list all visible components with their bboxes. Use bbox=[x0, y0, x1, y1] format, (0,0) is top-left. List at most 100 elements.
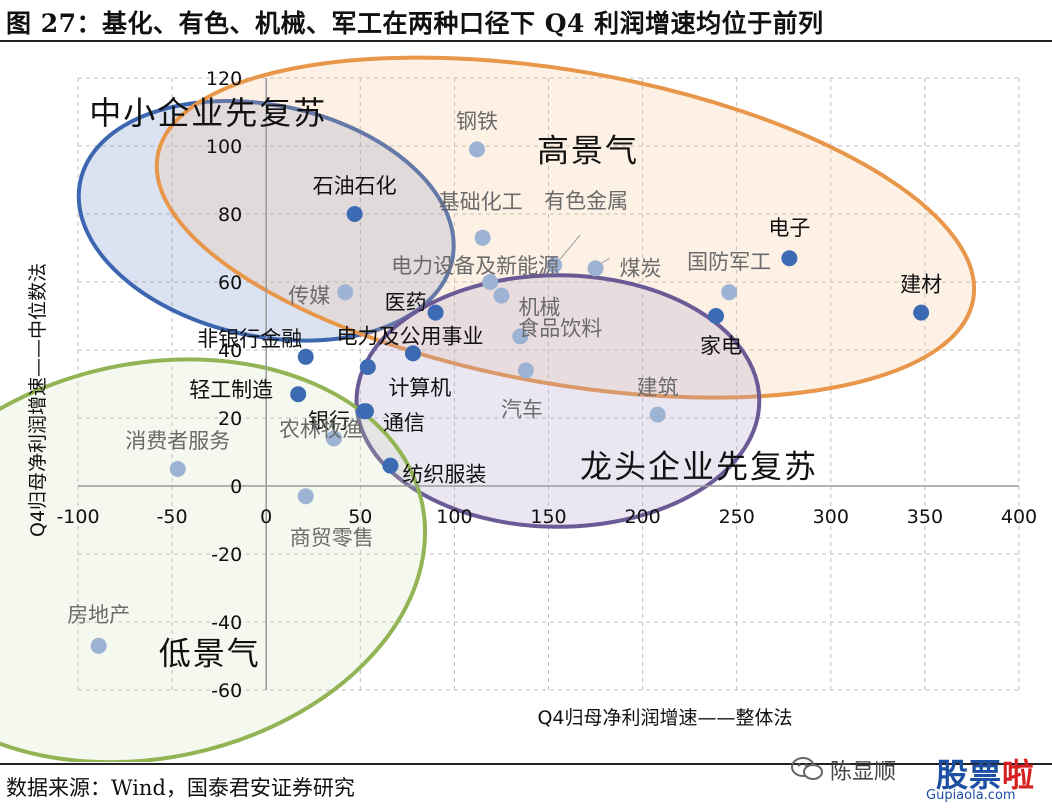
y-tick-label: 40 bbox=[218, 340, 242, 362]
figure-title: 图 27：基化、有色、机械、军工在两种口径下 Q4 利润增速均位于前列 bbox=[6, 9, 824, 38]
data-point bbox=[482, 274, 499, 290]
data-point bbox=[649, 406, 666, 423]
data-point bbox=[346, 206, 363, 222]
y-tick-label: 100 bbox=[206, 136, 242, 158]
point-label: 非银行金融 bbox=[197, 327, 302, 351]
source-divider bbox=[0, 763, 1052, 765]
x-tick-label: 400 bbox=[1001, 506, 1037, 528]
point-label: 基础化工 bbox=[439, 190, 523, 214]
quadrant-circles bbox=[0, 55, 977, 762]
x-tick-label: 200 bbox=[624, 506, 660, 528]
y-tick-label: 120 bbox=[206, 68, 242, 90]
data-point bbox=[721, 284, 738, 301]
data-point bbox=[546, 257, 563, 273]
point-label: 国防军工 bbox=[687, 250, 771, 274]
watermark-logo: 股票啦 bbox=[936, 750, 1035, 796]
scatter-chart: -100 -50 0 50 100 150 200 250 300 350 400-60-40-20… bbox=[0, 55, 1037, 762]
data-point bbox=[297, 348, 314, 365]
point-label: 房地产 bbox=[67, 603, 130, 627]
point-label: 有色金属 bbox=[544, 189, 628, 213]
annotation-low: 低景气 bbox=[159, 635, 261, 673]
circle-leaders bbox=[354, 273, 762, 529]
point-label: 消费者服务 bbox=[125, 429, 230, 453]
y-tick-label: 80 bbox=[218, 204, 242, 226]
x-tick-label: 100 bbox=[436, 506, 472, 528]
data-point bbox=[474, 229, 491, 246]
annotation-small-first: 中小企业先复苏 bbox=[89, 94, 327, 132]
watermark-name: 陈显顺 bbox=[830, 760, 897, 785]
point-label: 机械 bbox=[518, 296, 560, 320]
x-tick-label: 0 bbox=[260, 506, 272, 528]
x-tick-label: -100 bbox=[56, 506, 99, 528]
data-point bbox=[90, 637, 107, 654]
data-point bbox=[359, 359, 376, 375]
point-label: 计算机 bbox=[388, 376, 451, 400]
x-tick-label: -50 bbox=[157, 506, 188, 528]
watermark-logo-b: 啦 bbox=[1002, 756, 1036, 794]
x-tick-label: 350 bbox=[907, 506, 943, 528]
y-tick-label: 20 bbox=[218, 408, 242, 430]
point-label: 电子 bbox=[768, 216, 810, 240]
data-point bbox=[325, 430, 342, 447]
data-point bbox=[913, 304, 930, 321]
point-label: 纺织服装 bbox=[402, 463, 486, 487]
point-label: 医药 bbox=[385, 291, 427, 315]
point-label: 电力及公用事业 bbox=[336, 324, 483, 348]
point-label: 家电 bbox=[700, 334, 742, 358]
data-point bbox=[493, 287, 510, 304]
x-tick-label: 300 bbox=[813, 506, 849, 528]
point-label: 电力设备及新能源 bbox=[391, 254, 559, 278]
data-point bbox=[357, 403, 374, 420]
point-label: 石油石化 bbox=[313, 174, 397, 198]
data-point bbox=[707, 308, 724, 324]
circle-low-prosperity bbox=[0, 357, 428, 762]
data-point bbox=[512, 328, 529, 345]
annotation-leaders-first: 龙头企业先复苏 bbox=[580, 448, 818, 486]
data-point bbox=[517, 362, 534, 379]
y-axis-label: Q4归母净利润增速——中位数法 bbox=[27, 263, 49, 537]
x-tick-label: 150 bbox=[530, 506, 566, 528]
y-tick-label: -20 bbox=[211, 544, 242, 566]
point-label: 传媒 bbox=[288, 284, 330, 308]
leader-line bbox=[599, 257, 610, 265]
data-point bbox=[297, 488, 314, 505]
data-point bbox=[290, 386, 307, 403]
watermark-logo-a: 股票 bbox=[936, 756, 1003, 794]
point-label: 轻工制造 bbox=[189, 378, 273, 402]
axes: -100 -50 0 50 100 150 200 250 300 350 400-60-40-20… bbox=[56, 68, 1037, 702]
annotation-high: 高景气 bbox=[537, 131, 639, 169]
data-point bbox=[468, 141, 485, 158]
leader-line bbox=[559, 234, 581, 260]
data-point bbox=[169, 461, 186, 477]
point-label: 钢铁 bbox=[456, 109, 498, 133]
wechat-icon bbox=[791, 757, 823, 780]
point-label: 煤炭 bbox=[620, 256, 662, 280]
data-point bbox=[781, 250, 798, 267]
x-tick-label: 50 bbox=[348, 506, 372, 528]
data-source: 数据来源：Wind，国泰君安证券研究 bbox=[6, 776, 355, 800]
point-label: 建材 bbox=[900, 273, 942, 297]
data-point bbox=[404, 345, 421, 362]
y-tick-label: -60 bbox=[211, 680, 242, 702]
circle-high-prosperity bbox=[154, 55, 977, 400]
point-label: 食品饮料 bbox=[518, 316, 602, 340]
data-point bbox=[337, 284, 354, 301]
x-axis-label: Q4归母净利润增速——整体法 bbox=[537, 707, 792, 729]
y-tick-label: 60 bbox=[218, 272, 242, 294]
title-bar: 图 27：基化、有色、机械、军工在两种口径下 Q4 利润增速均位于前列 bbox=[0, 0, 1052, 42]
watermark-url: Gupiaola.com bbox=[926, 788, 1016, 803]
y-tick-label: -40 bbox=[211, 612, 242, 634]
y-tick-label: 0 bbox=[230, 476, 242, 498]
data-points bbox=[90, 141, 930, 654]
point-label: 商贸零售 bbox=[290, 526, 374, 550]
point-label: 银行 bbox=[308, 409, 350, 433]
point-label: 汽车 bbox=[501, 397, 543, 421]
point-label: 农林牧渔 bbox=[279, 417, 363, 441]
data-point bbox=[427, 304, 444, 321]
data-point bbox=[382, 457, 399, 474]
x-tick-label: 250 bbox=[719, 506, 755, 528]
watermark: 陈显顺 股票啦 Gupiaola.com bbox=[778, 748, 1048, 808]
point-label: 通信 bbox=[383, 411, 425, 435]
